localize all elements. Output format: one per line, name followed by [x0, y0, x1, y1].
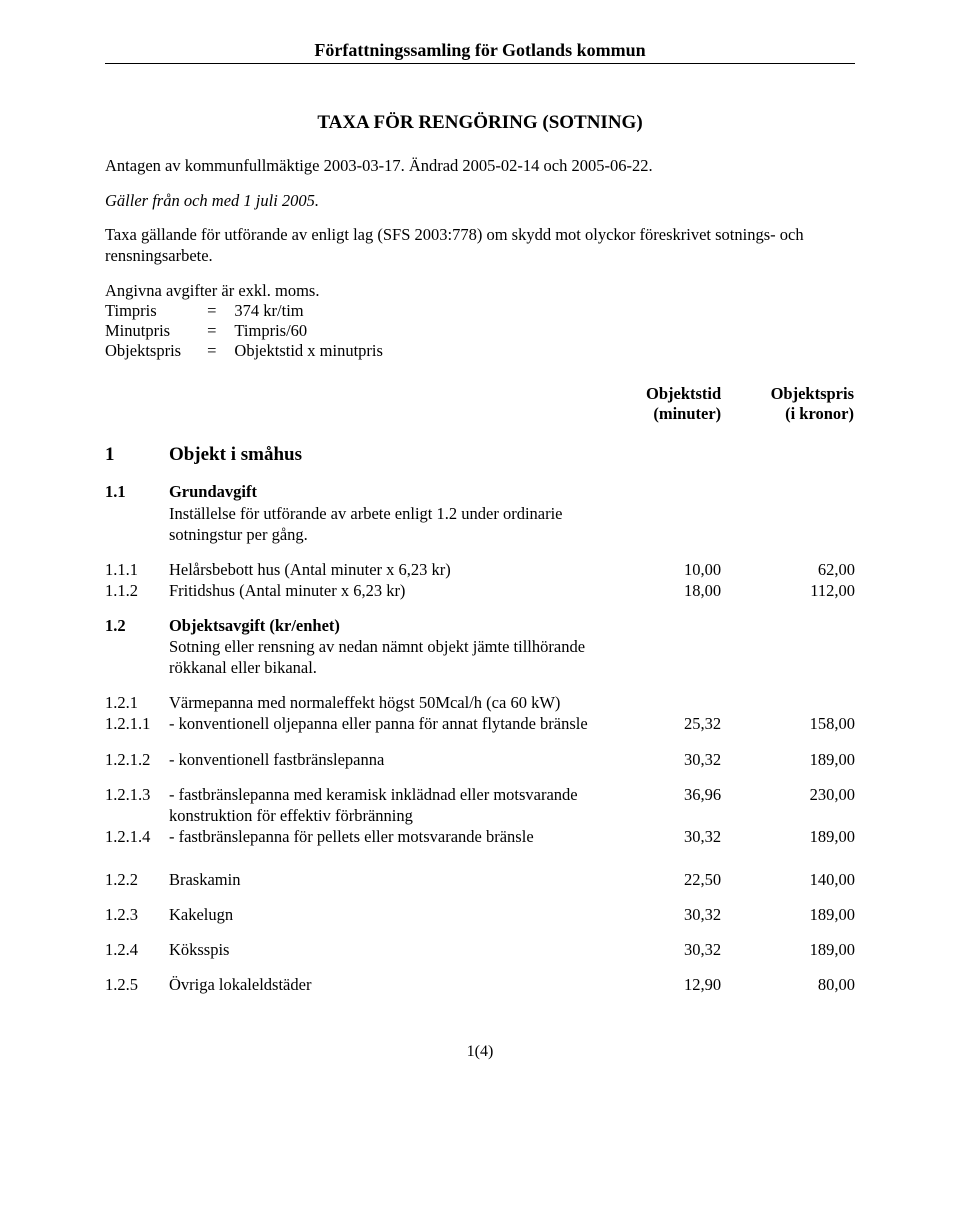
table-row: 1.2.3 Kakelugn 30,32 189,00: [105, 904, 855, 925]
row-value-time: 18,00: [607, 580, 731, 601]
row-title: Grundavgift: [169, 481, 595, 502]
row-number: 1.2.2: [105, 869, 169, 890]
row-number: 1.1.1: [105, 559, 169, 580]
intro-line-4: Angivna avgifter är exkl. moms.: [105, 281, 855, 302]
column-headers: Objektstid (minuter) Objektspris (i kron…: [105, 383, 855, 425]
table-row: 1.2.2 Braskamin 22,50 140,00: [105, 869, 855, 890]
row-value-price: 158,00: [731, 713, 855, 734]
row-desc: - konventionell fastbränslepanna: [169, 749, 607, 770]
row-number: 1.2.1.2: [105, 749, 169, 770]
table-row: 1.2.1.3 - fastbränslepanna med keramisk …: [105, 784, 855, 826]
header-rule: [105, 63, 855, 64]
row-number: 1.2.4: [105, 939, 169, 960]
intro-line-2: Gäller från och med 1 juli 2005.: [105, 191, 855, 212]
section-heading: 1 Objekt i småhus: [105, 443, 855, 467]
page-number: 1(4): [105, 1043, 855, 1061]
kv-eq: =: [189, 341, 234, 361]
row-value-price: 189,00: [731, 749, 855, 770]
row-number: 1.2.5: [105, 974, 169, 995]
kv-eq: =: [189, 301, 234, 321]
table-row: 1.2.1.4 - fastbränslepanna för pellets e…: [105, 826, 855, 847]
col-header-objektstid: Objektstid (minuter): [607, 383, 731, 425]
kv-eq: =: [189, 321, 234, 341]
kv-key: Objektspris: [105, 341, 189, 361]
row-text: Inställelse för utförande av arbete enli…: [169, 503, 595, 545]
col-header-text: Objektspris: [771, 384, 854, 403]
kv-val: Objektstid x minutpris: [234, 341, 391, 361]
table-row: Objektspris = Objektstid x minutpris: [105, 341, 391, 361]
kv-val: Timpris/60: [234, 321, 391, 341]
row-number: 1.2.1.3: [105, 784, 169, 826]
row-desc: Fritidshus (Antal minuter x 6,23 kr): [169, 580, 607, 601]
page-header: Författningssamling för Gotlands kommun: [105, 40, 855, 63]
col-header-text: (i kronor): [785, 404, 854, 423]
row-number: 1.2.1.4: [105, 826, 169, 847]
intro-line-3: Taxa gällande för utförande av enligt la…: [105, 225, 855, 266]
col-header-text: Objektstid: [646, 384, 721, 403]
row-value-time: 22,50: [607, 869, 731, 890]
row-value-time: 30,32: [607, 826, 731, 847]
row-desc: Värmepanna med normaleffekt högst 50Mcal…: [169, 692, 607, 713]
row-value-time: 36,96: [607, 784, 731, 826]
row-title: Objektsavgift (kr/enhet): [169, 615, 595, 636]
table-row: 1.2.4 Köksspis 30,32 189,00: [105, 939, 855, 960]
row-value-price: 230,00: [731, 784, 855, 826]
row-text: Sotning eller rensning av nedan nämnt ob…: [169, 636, 595, 678]
row-value-time: 10,00: [607, 559, 731, 580]
table-row: 1.1.2 Fritidshus (Antal minuter x 6,23 k…: [105, 580, 855, 601]
row-value-time: 25,32: [607, 713, 731, 734]
intro-block: Antagen av kommunfullmäktige 2003-03-17.…: [105, 156, 855, 301]
kv-key: Timpris: [105, 301, 189, 321]
table-row: 1.2.1 Värmepanna med normaleffekt högst …: [105, 692, 855, 713]
row-desc: Objektsavgift (kr/enhet) Sotning eller r…: [169, 615, 607, 678]
row-value-price: 112,00: [731, 580, 855, 601]
row-value-time: 12,90: [607, 974, 731, 995]
row-number: 1.2.1: [105, 692, 169, 713]
row-number: 1.2: [105, 615, 169, 678]
table-row: 1.2.5 Övriga lokaleldstäder 12,90 80,00: [105, 974, 855, 995]
table-row: 1.2.1.1 - konventionell oljepanna eller …: [105, 713, 855, 734]
tariff-table: 1 Objekt i småhus 1.1 Grundavgift Instäl…: [105, 443, 855, 995]
price-definitions-table: Timpris = 374 kr/tim Minutpris = Timpris…: [105, 301, 391, 361]
col-header-text: (minuter): [653, 404, 721, 423]
kv-key: Minutpris: [105, 321, 189, 341]
row-number: 1.1.2: [105, 580, 169, 601]
row-number: 1.2.3: [105, 904, 169, 925]
kv-val: 374 kr/tim: [234, 301, 391, 321]
subsection-heading: 1.1 Grundavgift Inställelse för utförand…: [105, 481, 855, 544]
row-value-price: 189,00: [731, 826, 855, 847]
subsection-heading: 1.2 Objektsavgift (kr/enhet) Sotning ell…: [105, 615, 855, 678]
row-value-price: 80,00: [731, 974, 855, 995]
row-number: 1.2.1.1: [105, 713, 169, 734]
row-number: 1: [105, 443, 169, 467]
row-desc: - konventionell oljepanna eller panna fö…: [169, 713, 607, 734]
row-desc: Övriga lokaleldstäder: [169, 974, 607, 995]
row-value-price: 62,00: [731, 559, 855, 580]
row-number: 1.1: [105, 481, 169, 544]
row-desc: Braskamin: [169, 869, 607, 890]
row-desc: - fastbränslepanna med keramisk inklädna…: [169, 784, 607, 826]
col-header-objektspris: Objektspris (i kronor): [731, 383, 855, 425]
row-value-price: 189,00: [731, 904, 855, 925]
intro-line-1: Antagen av kommunfullmäktige 2003-03-17.…: [105, 156, 855, 177]
row-value-time: 30,32: [607, 939, 731, 960]
row-value-time: 30,32: [607, 904, 731, 925]
row-desc: - fastbränslepanna för pellets eller mot…: [169, 826, 607, 847]
row-desc: Objekt i småhus: [169, 443, 607, 467]
row-desc: Grundavgift Inställelse för utförande av…: [169, 481, 607, 544]
row-desc: Helårsbebott hus (Antal minuter x 6,23 k…: [169, 559, 607, 580]
row-desc: Kakelugn: [169, 904, 607, 925]
table-row: Minutpris = Timpris/60: [105, 321, 391, 341]
document-page: Författningssamling för Gotlands kommun …: [0, 0, 960, 1091]
row-value-time: 30,32: [607, 749, 731, 770]
row-value-price: 189,00: [731, 939, 855, 960]
document-title: TAXA FÖR RENGÖRING (SOTNING): [105, 112, 855, 134]
row-desc: Köksspis: [169, 939, 607, 960]
row-value-price: 140,00: [731, 869, 855, 890]
table-row: 1.1.1 Helårsbebott hus (Antal minuter x …: [105, 559, 855, 580]
table-row: 1.2.1.2 - konventionell fastbränslepanna…: [105, 749, 855, 770]
table-row: Timpris = 374 kr/tim: [105, 301, 391, 321]
